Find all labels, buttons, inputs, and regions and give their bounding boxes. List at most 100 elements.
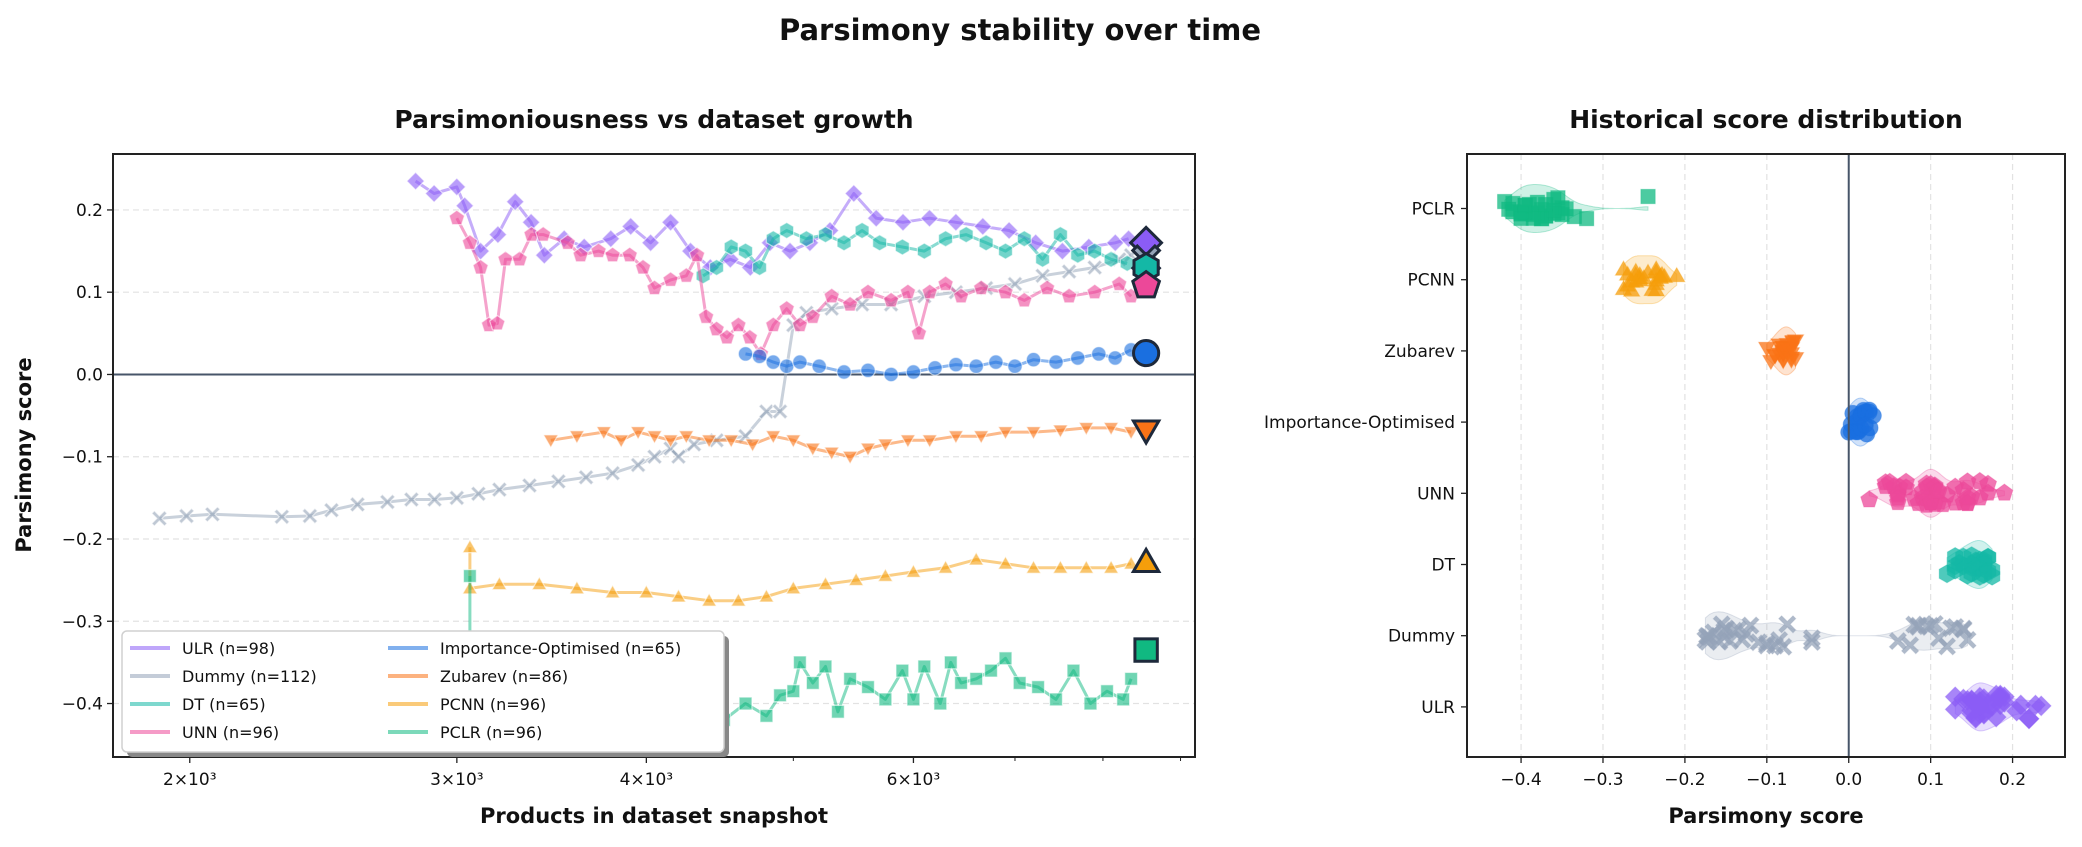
data-point bbox=[549, 472, 567, 490]
legend-item: PCLR (n=96) bbox=[388, 723, 542, 742]
data-point bbox=[917, 659, 932, 674]
data-point bbox=[301, 507, 319, 525]
data-point bbox=[662, 434, 679, 449]
strip-point bbox=[1944, 686, 1966, 708]
strip-point bbox=[1925, 614, 1945, 634]
latest-point-importance-optimised bbox=[1132, 338, 1161, 368]
series-line bbox=[550, 426, 1132, 459]
data-point bbox=[933, 696, 948, 711]
data-point bbox=[491, 575, 508, 591]
data-point bbox=[1025, 559, 1042, 574]
data-point bbox=[997, 283, 1014, 300]
distribution-dummy bbox=[1696, 611, 1977, 661]
data-point bbox=[919, 208, 940, 228]
data-point bbox=[530, 575, 548, 591]
data-point bbox=[534, 225, 552, 242]
data-point bbox=[1083, 696, 1098, 711]
distribution-importance-optimised bbox=[1840, 397, 1882, 447]
data-point bbox=[1077, 559, 1095, 574]
y-tick-label: −0.3 bbox=[62, 612, 103, 632]
strip-point bbox=[1937, 637, 1957, 656]
data-point bbox=[1077, 421, 1095, 437]
data-point bbox=[937, 275, 954, 292]
data-point bbox=[1116, 692, 1131, 707]
legend-label: Zubarev (n=86) bbox=[440, 667, 568, 686]
data-point bbox=[973, 216, 993, 237]
data-point bbox=[559, 234, 577, 250]
data-point bbox=[841, 295, 859, 312]
data-point bbox=[877, 567, 894, 583]
x-tick-label: −0.2 bbox=[1664, 770, 1705, 790]
data-point bbox=[462, 569, 477, 584]
data-point bbox=[764, 430, 782, 445]
data-point bbox=[1012, 675, 1027, 690]
data-point bbox=[1035, 250, 1051, 268]
data-point bbox=[621, 216, 641, 237]
legend-item: Dummy (n=112) bbox=[130, 667, 317, 686]
data-point bbox=[1103, 250, 1119, 268]
data-point bbox=[947, 430, 965, 445]
strip-point bbox=[1860, 490, 1879, 508]
data-point bbox=[751, 348, 768, 365]
data-point bbox=[634, 258, 652, 275]
data-point bbox=[1107, 350, 1123, 366]
data-point bbox=[1025, 426, 1042, 441]
right-axes-frame bbox=[1466, 153, 2066, 758]
data-point bbox=[629, 426, 647, 441]
distribution-pcnn bbox=[1614, 255, 1686, 305]
y-tick-label: Dummy bbox=[1388, 627, 1455, 647]
right-chart-title: Historical score distribution bbox=[1569, 105, 1963, 134]
series-dummy bbox=[150, 246, 1140, 527]
data-point bbox=[860, 680, 875, 695]
strip-point bbox=[1946, 546, 1964, 567]
data-point bbox=[899, 434, 917, 449]
x-tick-label: 6×10³ bbox=[887, 770, 941, 790]
strip-point bbox=[1537, 196, 1554, 213]
right-plot-area: −0.4 −0.3 −0.2 −0.1 0.0 0.1 0.2 PCLR PCNN Zubarev… bbox=[1264, 153, 2066, 790]
data-point bbox=[859, 283, 877, 300]
data-point bbox=[604, 464, 622, 482]
strip-point bbox=[1802, 628, 1822, 648]
data-point bbox=[1110, 275, 1128, 292]
y-tick-label: Importance-Optimised bbox=[1264, 413, 1455, 433]
x-tick-label: 2×10³ bbox=[163, 770, 217, 790]
data-point bbox=[424, 183, 444, 204]
strip-point bbox=[1777, 615, 1797, 634]
data-point bbox=[836, 234, 852, 252]
data-point bbox=[997, 242, 1014, 260]
data-point bbox=[718, 328, 736, 345]
strip-point bbox=[1888, 631, 1908, 651]
data-point bbox=[1031, 680, 1046, 695]
strip-point bbox=[1773, 637, 1793, 657]
data-point bbox=[751, 258, 768, 277]
x-tick-label: −0.4 bbox=[1500, 770, 1541, 790]
strip-point bbox=[1566, 208, 1583, 225]
data-point bbox=[505, 192, 525, 212]
data-point bbox=[792, 655, 807, 670]
data-point bbox=[988, 354, 1004, 370]
data-point bbox=[744, 438, 761, 453]
data-point bbox=[568, 579, 586, 595]
data-point bbox=[948, 356, 964, 373]
data-point bbox=[723, 238, 739, 256]
data-point bbox=[1038, 279, 1056, 296]
strip-point bbox=[1954, 620, 1973, 639]
data-point bbox=[786, 684, 801, 699]
data-point bbox=[999, 220, 1019, 241]
data-point bbox=[708, 320, 725, 337]
distribution-dt bbox=[1938, 540, 2001, 589]
series-layer bbox=[150, 171, 1140, 727]
strip-point bbox=[2024, 694, 2047, 716]
data-point bbox=[1087, 242, 1103, 260]
y-tick-label: DT bbox=[1432, 556, 1456, 576]
data-point bbox=[883, 366, 899, 383]
data-point bbox=[677, 267, 695, 283]
x-tick-label: 3×10³ bbox=[430, 770, 484, 790]
data-point bbox=[1086, 259, 1104, 276]
series-pcnn bbox=[461, 538, 1140, 607]
legend: ULR (n=98) Dummy (n=112) DT (n=65) UNN (n=9… bbox=[121, 630, 729, 757]
data-point bbox=[722, 434, 740, 449]
data-point bbox=[958, 225, 974, 244]
data-point bbox=[894, 238, 910, 256]
